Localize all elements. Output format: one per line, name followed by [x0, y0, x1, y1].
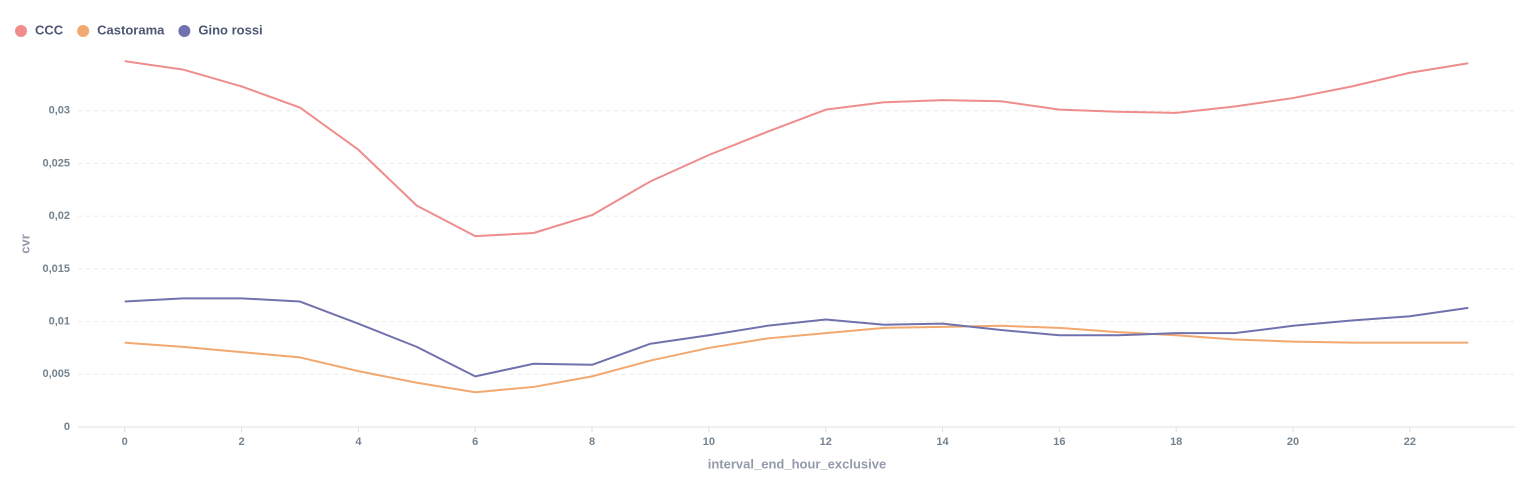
- x-tick-label: 8: [589, 436, 595, 448]
- series-line: [124, 324, 1469, 394]
- y-tick-label: 0,03: [49, 105, 70, 117]
- x-tick-label: 14: [936, 436, 949, 448]
- x-tick-label: 22: [1404, 436, 1416, 448]
- x-tick-label: 6: [472, 436, 478, 448]
- legend-marker: [178, 25, 191, 37]
- series-line: [124, 60, 1469, 238]
- y-tick-label: 0,005: [42, 368, 70, 380]
- legend-label: Castorama: [97, 22, 165, 37]
- x-tick-label: 4: [355, 436, 362, 448]
- series-line: [124, 297, 1469, 378]
- y-axis-title: cvr: [17, 234, 32, 254]
- x-tick-label: 18: [1170, 436, 1182, 448]
- y-tick-label: 0,01: [49, 315, 70, 327]
- legend-label: CCC: [35, 22, 64, 37]
- x-tick-label: 2: [238, 436, 244, 448]
- x-axis-title: interval_end_hour_exclusive: [708, 456, 886, 471]
- legend-marker: [15, 25, 27, 37]
- y-tick-label: 0,025: [42, 157, 70, 169]
- legend-label: Gino rossi: [198, 22, 262, 37]
- x-tick-label: 10: [703, 436, 715, 448]
- y-tick-label: 0,02: [49, 210, 70, 222]
- legend-marker: [77, 25, 90, 37]
- y-tick-label: 0,015: [42, 263, 70, 275]
- x-tick-label: 20: [1287, 436, 1299, 448]
- x-tick-label: 0: [122, 436, 128, 448]
- y-tick-label: 0: [64, 421, 70, 433]
- x-tick-label: 12: [820, 436, 832, 448]
- x-tick-label: 16: [1053, 436, 1065, 448]
